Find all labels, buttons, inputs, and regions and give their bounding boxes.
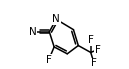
Text: N: N <box>29 27 37 37</box>
Text: F: F <box>46 55 52 65</box>
Text: F: F <box>88 35 94 45</box>
Text: F: F <box>95 45 101 55</box>
Text: N: N <box>52 14 60 24</box>
Text: F: F <box>91 59 97 68</box>
